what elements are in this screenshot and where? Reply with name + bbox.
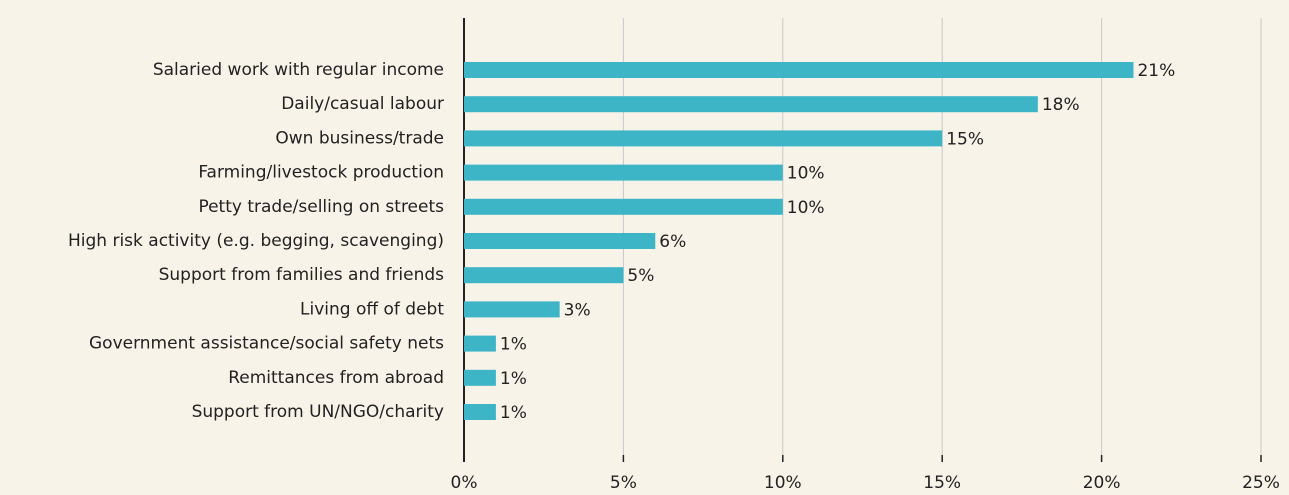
bar bbox=[464, 62, 1134, 78]
bar bbox=[464, 130, 943, 147]
y-tick-label: Farming/livestock production bbox=[198, 163, 444, 183]
data-label: 10% bbox=[787, 198, 825, 218]
data-label: 1% bbox=[500, 369, 527, 389]
bar bbox=[464, 233, 656, 249]
x-tick-label: 10% bbox=[764, 473, 802, 493]
y-tick-label: Support from families and friends bbox=[159, 265, 445, 285]
y-tick-label: Daily/casual labour bbox=[281, 94, 444, 114]
data-label: 1% bbox=[500, 403, 527, 423]
bar bbox=[464, 267, 624, 284]
bar bbox=[464, 335, 496, 352]
x-tick-label: 25% bbox=[1242, 473, 1280, 493]
data-label: 15% bbox=[946, 129, 984, 149]
bar bbox=[464, 164, 783, 181]
data-label: 5% bbox=[627, 266, 654, 286]
y-tick-label: Government assistance/social safety nets bbox=[89, 334, 444, 354]
data-label: 18% bbox=[1042, 95, 1080, 115]
data-label: 10% bbox=[787, 164, 825, 184]
data-label: 21% bbox=[1137, 61, 1175, 81]
data-label: 3% bbox=[564, 300, 591, 320]
bar bbox=[464, 198, 783, 215]
bar bbox=[464, 369, 496, 386]
y-tick-label: Support from UN/NGO/charity bbox=[192, 402, 444, 422]
data-label: 1% bbox=[500, 335, 527, 355]
bar bbox=[464, 301, 560, 318]
x-tick-label: 5% bbox=[610, 473, 637, 493]
x-tick-label: 0% bbox=[451, 473, 478, 493]
data-label: 6% bbox=[659, 232, 686, 252]
bar bbox=[464, 96, 1038, 113]
y-tick-label: Remittances from abroad bbox=[228, 368, 444, 388]
x-tick-label: 15% bbox=[923, 473, 961, 493]
bar bbox=[464, 404, 496, 420]
x-tick-label: 20% bbox=[1083, 473, 1121, 493]
y-tick-label: Own business/trade bbox=[275, 128, 444, 148]
y-tick-label: Petty trade/selling on streets bbox=[198, 197, 444, 217]
y-tick-label: Salaried work with regular income bbox=[153, 60, 444, 80]
y-tick-label: High risk activity (e.g. begging, scaven… bbox=[68, 231, 444, 251]
y-tick-label: Living off of debt bbox=[300, 299, 444, 319]
